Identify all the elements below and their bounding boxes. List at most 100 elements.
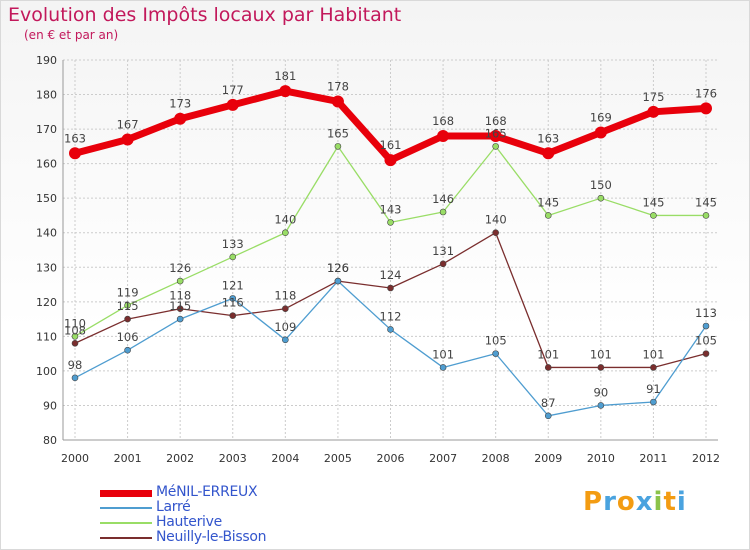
legend-swatch [100, 522, 152, 524]
data-label-neuilly-le-bisson: 105 [695, 334, 717, 348]
data-label-menil-erreux: 175 [642, 90, 664, 104]
point-larre [387, 326, 394, 333]
point-neuilly-le-bisson [176, 305, 184, 313]
point-menil-erreux [542, 147, 555, 160]
data-label-hauterive: 143 [380, 202, 402, 216]
point-menil-erreux [489, 130, 502, 142]
logo-letter: o [616, 487, 636, 517]
point-hauterive [544, 212, 552, 219]
data-label-hauterive: 126 [169, 261, 191, 275]
point-hauterive [124, 301, 131, 309]
y-tick-label: 120 [36, 296, 57, 309]
data-label-neuilly-le-bisson: 115 [117, 299, 139, 313]
data-label-menil-erreux: 168 [485, 114, 507, 128]
point-hauterive [387, 219, 394, 226]
point-menil-erreux [384, 154, 397, 167]
data-label-larre: 87 [541, 396, 556, 410]
point-larre [702, 322, 710, 330]
data-label-menil-erreux: 163 [64, 131, 86, 145]
data-label-larre: 98 [68, 358, 83, 372]
data-label-hauterive: 146 [432, 192, 454, 206]
y-tick-label: 180 [36, 89, 57, 102]
x-tick-label: 2010 [587, 452, 615, 465]
point-menil-erreux [331, 95, 344, 108]
data-label-larre: 101 [432, 347, 454, 361]
data-label-menil-erreux: 176 [695, 86, 717, 100]
x-tick-label: 2004 [271, 452, 299, 465]
point-neuilly-le-bisson [702, 350, 710, 357]
point-larre [229, 295, 237, 302]
legend-label: MéNIL-ERREUX [156, 484, 258, 500]
data-label-hauterive: 165 [485, 126, 507, 140]
grid [63, 59, 718, 441]
point-menil-erreux [437, 130, 450, 142]
data-label-neuilly-le-bisson: 118 [274, 289, 296, 303]
point-hauterive [334, 143, 342, 150]
data-label-hauterive: 150 [590, 178, 612, 192]
series-layer [69, 85, 712, 420]
point-menil-erreux [594, 126, 607, 139]
point-hauterive [229, 253, 237, 261]
point-neuilly-le-bisson [71, 339, 79, 347]
logo-letter: i [653, 487, 664, 517]
data-label-larre: 115 [169, 299, 191, 313]
data-label-neuilly-le-bisson: 131 [432, 244, 454, 258]
data-label-menil-erreux: 177 [222, 83, 244, 97]
point-larre [544, 412, 552, 420]
data-label-larre: 121 [222, 278, 244, 292]
point-hauterive [597, 194, 605, 202]
point-neuilly-le-bisson [124, 315, 131, 323]
point-larre [492, 350, 499, 357]
point-menil-erreux [69, 147, 81, 160]
x-tick-label: 2005 [324, 452, 352, 465]
point-menil-erreux [279, 85, 292, 98]
data-label-larre: 106 [117, 330, 139, 344]
data-label-neuilly-le-bisson: 101 [590, 347, 612, 361]
point-hauterive [650, 212, 657, 219]
point-hauterive [282, 229, 289, 237]
point-larre [650, 398, 657, 406]
point-larre [124, 346, 131, 354]
point-larre [282, 336, 289, 344]
point-larre [71, 374, 79, 382]
data-label-neuilly-le-bisson: 126 [327, 261, 349, 275]
logo-letter: r [603, 487, 617, 517]
point-menil-erreux [174, 112, 187, 125]
legend-label: Neuilly-le-Bisson [156, 529, 267, 545]
legend-swatch [100, 537, 152, 539]
data-label-menil-erreux: 168 [432, 114, 454, 128]
data-label-menil-erreux: 178 [327, 79, 349, 93]
data-label-neuilly-le-bisson: 116 [222, 296, 244, 310]
data-label-hauterive: 145 [695, 195, 717, 209]
y-tick-label: 150 [36, 192, 57, 205]
data-label-larre: 105 [485, 334, 507, 348]
point-neuilly-le-bisson [492, 229, 499, 237]
point-larre [334, 277, 342, 285]
data-label-neuilly-le-bisson: 118 [169, 289, 191, 303]
data-label-menil-erreux: 169 [590, 111, 612, 125]
point-hauterive [492, 143, 499, 150]
x-tick-label: 2002 [166, 452, 194, 465]
point-larre [597, 402, 605, 409]
logo-letter: i [676, 487, 687, 517]
chart-subtitle: (en € et par an) [24, 28, 119, 42]
y-tick-label: 80 [43, 434, 57, 447]
data-label-menil-erreux: 181 [274, 69, 296, 83]
y-tick-label: 190 [36, 54, 57, 67]
chart-title: Evolution des Impôts locaux par Habitant [8, 4, 402, 26]
point-neuilly-le-bisson [387, 284, 394, 292]
y-tick-label: 130 [36, 261, 57, 274]
logo-letter: P [583, 487, 604, 517]
legend-label: Larré [156, 499, 191, 515]
data-label-hauterive: 119 [117, 285, 139, 299]
data-label-menil-erreux: 173 [169, 97, 191, 111]
point-neuilly-le-bisson [439, 260, 447, 268]
data-label-hauterive: 145 [642, 195, 664, 209]
y-tick-label: 160 [36, 158, 57, 171]
data-label-neuilly-le-bisson: 140 [485, 213, 507, 227]
x-tick-label: 2006 [377, 452, 405, 465]
point-hauterive [71, 333, 79, 340]
y-tick-label: 90 [43, 399, 57, 412]
